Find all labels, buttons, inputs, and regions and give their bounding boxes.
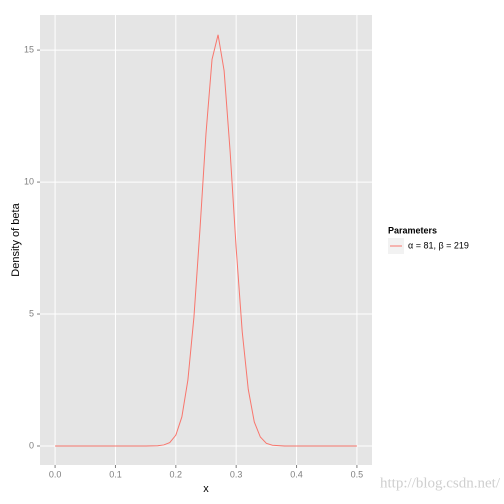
y-tick-label: 15 [24, 44, 34, 54]
y-tick-label: 10 [24, 176, 34, 186]
x-tick-label: 0.2 [170, 469, 183, 479]
legend-title: Parameters [388, 225, 437, 235]
y-tick-label: 0 [29, 440, 34, 450]
legend-label: α = 81, β = 219 [408, 240, 469, 250]
x-tick-label: 0.4 [290, 469, 303, 479]
y-tick-label: 5 [29, 308, 34, 318]
watermark: http://blog.csdn.net/ [380, 475, 501, 491]
x-tick-label: 0.3 [230, 469, 243, 479]
x-tick-label: 0.1 [109, 469, 122, 479]
panel [40, 15, 372, 465]
y-axis-label: Density of beta [10, 202, 22, 276]
line [55, 34, 357, 447]
x-tick-label: 0.5 [351, 469, 364, 479]
x-axis-label: x [203, 483, 209, 495]
x-tick-label: 0.0 [49, 469, 62, 479]
